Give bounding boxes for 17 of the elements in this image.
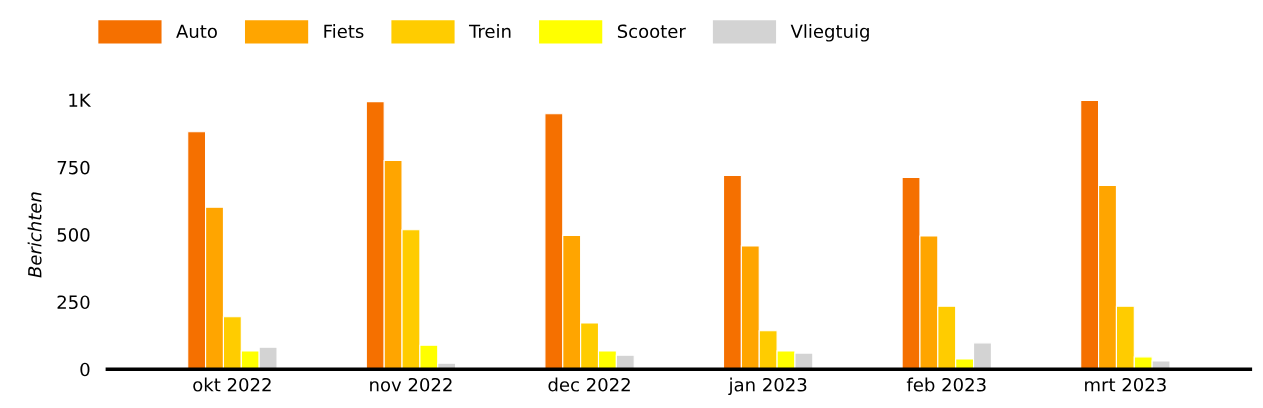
y-tick-label: 0 [80,362,90,377]
x-tick-label: jan 2023 [728,377,807,396]
y-tick-label: 1K [69,93,92,107]
x-tick-label: okt 2022 [193,377,271,392]
legend-label: Scooter [617,24,686,39]
y-axis-title: Berichten [27,192,42,278]
x-tick-label: mrt 2023 [1085,377,1166,392]
legend-label: Vliegtuig [790,24,869,42]
x-tick-label: dec 2022 [548,377,630,392]
x-tick-label: feb 2023 [906,377,986,392]
legend-label: Trein [468,24,511,39]
x-tick-label: nov 2022 [370,377,452,392]
y-tick-label: 500 [57,228,90,242]
legend-label: Auto [176,24,217,39]
y-tick-label: 750 [57,160,90,175]
legend-label: Fiets [324,24,364,39]
y-tick-label: 250 [57,295,90,310]
